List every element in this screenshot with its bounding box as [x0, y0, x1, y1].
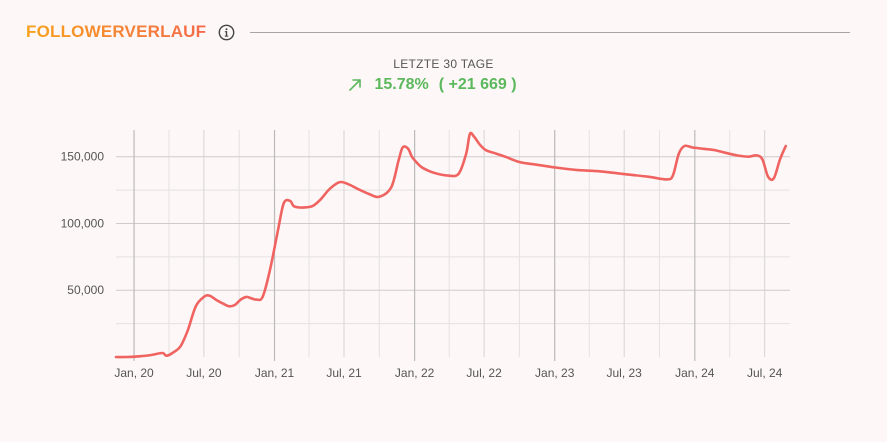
x-tick-label: Jan, 24 [675, 366, 715, 380]
x-tick-label: Jan, 23 [535, 366, 575, 380]
chart-axes: 50,000 100,000 150,000 Jan, 20 Jul, 20 Jan, 2… [61, 150, 783, 380]
arrow-up-right-icon [348, 78, 362, 92]
info-circle-icon[interactable] [218, 24, 235, 41]
percent-change: 15.78% [374, 76, 429, 93]
x-tick-label: Jul, 21 [326, 366, 362, 380]
growth-summary: 15.78% ( +21 669 ) [0, 74, 887, 96]
chart-grid [116, 130, 790, 361]
chart-header: FOLLOWERVERLAUF [26, 20, 850, 44]
y-tick-label: 50,000 [67, 283, 104, 297]
x-tick-label: Jan, 21 [255, 366, 295, 380]
y-tick-label: 150,000 [61, 150, 105, 164]
chart-title: FOLLOWERVERLAUF [26, 22, 207, 41]
x-tick-label: Jul, 23 [607, 366, 643, 380]
x-tick-label: Jan, 22 [395, 366, 435, 380]
x-tick-label: Jul, 24 [747, 366, 783, 380]
period-label: LETZTE 30 TAGE [393, 57, 494, 71]
x-tick-label: Jul, 22 [466, 366, 502, 380]
series-line-followers [114, 131, 788, 359]
y-tick-label: 100,000 [61, 216, 105, 230]
chart-series [114, 131, 788, 359]
x-tick-label: Jan, 20 [114, 366, 154, 380]
header-divider [250, 31, 850, 33]
x-tick-label: Jul, 20 [186, 366, 222, 380]
absolute-change: ( +21 669 ) [438, 76, 517, 93]
